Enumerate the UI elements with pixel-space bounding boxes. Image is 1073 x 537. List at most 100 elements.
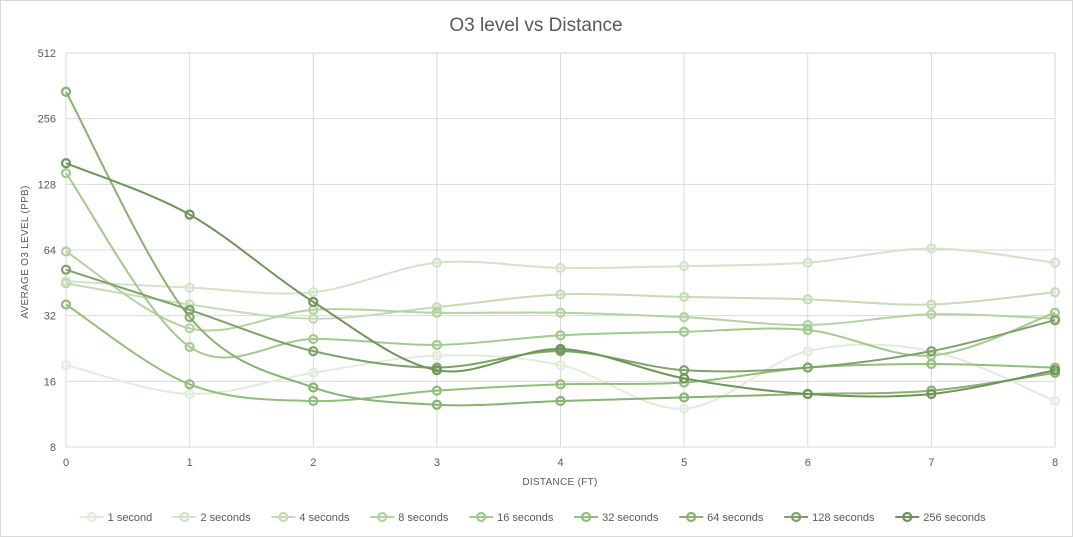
data-point bbox=[184, 323, 195, 334]
data-point bbox=[679, 326, 690, 337]
data-point bbox=[431, 365, 442, 376]
data-point bbox=[802, 319, 813, 331]
data-point bbox=[431, 339, 442, 351]
x-axis-title: DISTANCE (FT) bbox=[522, 477, 597, 488]
data-point bbox=[184, 209, 195, 220]
data-point bbox=[802, 294, 813, 305]
legend-label: 32 seconds bbox=[602, 512, 659, 524]
gridlines bbox=[65, 52, 1056, 448]
data-point bbox=[308, 296, 319, 308]
y-tick-label: 8 bbox=[50, 442, 56, 454]
data-point bbox=[555, 379, 566, 390]
data-point bbox=[1049, 287, 1061, 298]
data-point bbox=[431, 385, 442, 396]
data-point bbox=[308, 367, 319, 378]
legend-marker bbox=[278, 511, 289, 523]
legend-label: 2 seconds bbox=[200, 512, 251, 524]
x-tick-label: 1 bbox=[187, 457, 193, 469]
data-point bbox=[431, 257, 442, 268]
data-point bbox=[184, 299, 195, 310]
data-point bbox=[555, 359, 566, 371]
data-point bbox=[431, 399, 442, 410]
y-tick-label: 32 bbox=[44, 311, 56, 323]
legend-label: 128 seconds bbox=[812, 512, 875, 524]
legend-item: 1 second bbox=[79, 511, 152, 524]
series-5 bbox=[60, 168, 1061, 361]
series-line bbox=[65, 303, 1056, 403]
legend-marker bbox=[791, 511, 802, 523]
data-point bbox=[60, 168, 72, 179]
data-point bbox=[679, 260, 690, 272]
legend-item: 128 seconds bbox=[784, 511, 875, 524]
data-point bbox=[431, 350, 442, 361]
x-tick-label: 6 bbox=[805, 457, 811, 469]
data-point bbox=[802, 324, 813, 336]
data-point bbox=[60, 246, 72, 257]
data-point bbox=[679, 373, 690, 384]
x-tick-label: 3 bbox=[434, 457, 440, 469]
data-point bbox=[184, 341, 195, 353]
series-line bbox=[65, 268, 1056, 373]
data-point bbox=[802, 388, 813, 400]
series-line bbox=[65, 172, 1056, 359]
data-point bbox=[60, 359, 72, 371]
data-point bbox=[184, 379, 195, 390]
data-point bbox=[926, 243, 937, 254]
legend-marker bbox=[902, 511, 913, 523]
data-point bbox=[555, 395, 566, 407]
series-3 bbox=[60, 278, 1061, 324]
data-point bbox=[926, 309, 937, 320]
legend-label: 256 seconds bbox=[923, 512, 986, 524]
legend-marker bbox=[476, 511, 487, 523]
data-point bbox=[1049, 365, 1061, 376]
legend-marker bbox=[179, 511, 190, 523]
chart-title: O3 level vs Distance bbox=[449, 15, 622, 36]
data-point bbox=[555, 262, 566, 273]
legend-item: 16 seconds bbox=[469, 511, 554, 524]
x-tick-label: 5 bbox=[681, 457, 687, 469]
data-point bbox=[555, 330, 566, 341]
series-2 bbox=[60, 243, 1061, 298]
data-point bbox=[308, 287, 319, 298]
y-tick-label: 128 bbox=[38, 179, 56, 191]
x-tick-label: 4 bbox=[557, 457, 563, 469]
data-point bbox=[308, 346, 319, 357]
data-point bbox=[308, 333, 319, 345]
data-point bbox=[802, 257, 813, 268]
legend-label: 64 seconds bbox=[707, 512, 764, 524]
legend-item: 2 seconds bbox=[172, 511, 251, 524]
data-point bbox=[60, 278, 72, 289]
legend-label: 4 seconds bbox=[299, 512, 350, 524]
series-line bbox=[65, 91, 1056, 407]
y-tick-label: 512 bbox=[38, 48, 56, 60]
series-4 bbox=[60, 246, 1061, 334]
data-point bbox=[184, 282, 195, 293]
legend-item: 8 seconds bbox=[370, 511, 449, 524]
data-point bbox=[802, 362, 813, 373]
x-tick-label: 2 bbox=[310, 457, 316, 469]
data-point bbox=[679, 291, 690, 303]
y-tick-label: 64 bbox=[44, 245, 56, 257]
series-9 bbox=[60, 158, 1061, 400]
data-point bbox=[431, 307, 442, 318]
data-point bbox=[60, 264, 72, 275]
data-point bbox=[555, 289, 566, 300]
data-point bbox=[308, 395, 319, 407]
data-point bbox=[184, 388, 195, 400]
data-point bbox=[679, 392, 690, 403]
data-point bbox=[184, 304, 195, 316]
data-point bbox=[60, 158, 72, 169]
data-point bbox=[60, 86, 72, 97]
data-point bbox=[60, 299, 72, 310]
legend-item: 256 seconds bbox=[895, 511, 986, 524]
data-point bbox=[679, 312, 690, 323]
legend-marker bbox=[377, 511, 388, 523]
series-line bbox=[65, 247, 1056, 295]
data-point bbox=[926, 299, 937, 310]
data-point bbox=[555, 307, 566, 318]
legend-label: 8 seconds bbox=[398, 512, 449, 524]
data-point bbox=[926, 346, 937, 357]
legend-item: 4 seconds bbox=[271, 511, 350, 524]
